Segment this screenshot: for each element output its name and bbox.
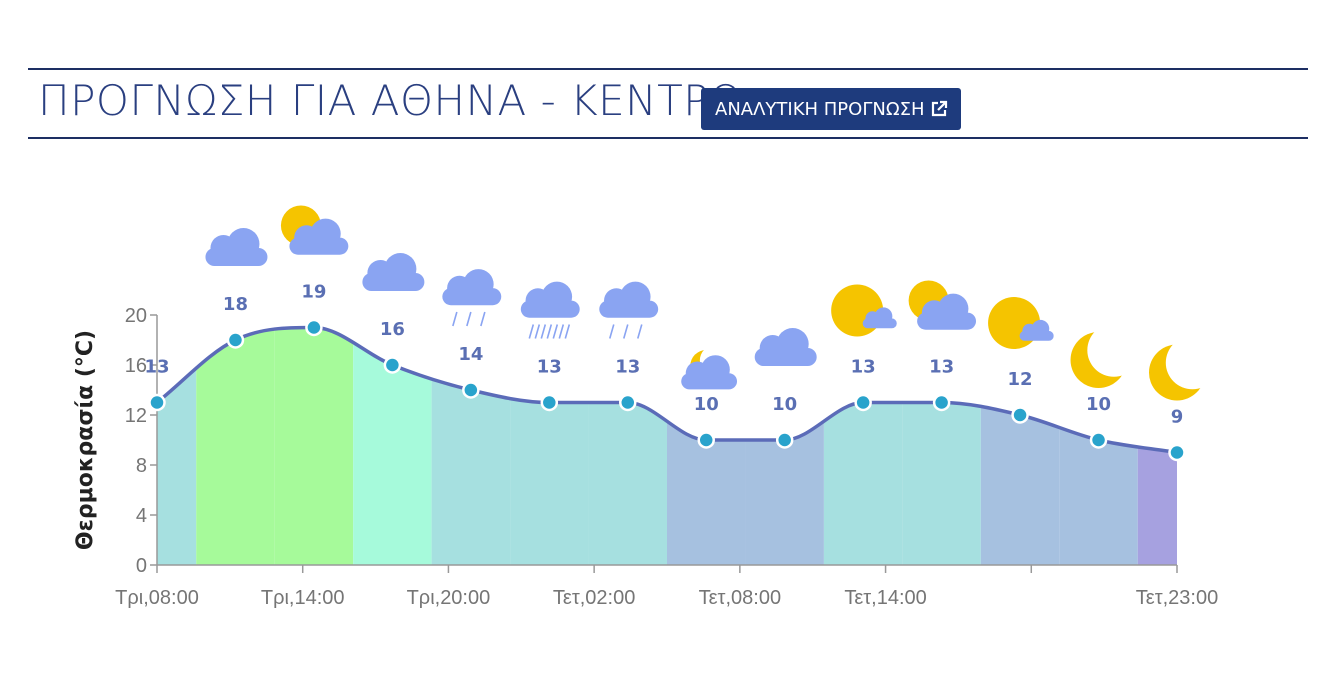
data-point[interactable] bbox=[619, 393, 637, 412]
y-tick-label: 20 bbox=[125, 305, 147, 327]
header-rule-top bbox=[28, 68, 1308, 70]
temperature-band bbox=[745, 421, 824, 565]
temperature-band bbox=[157, 368, 197, 565]
temperature-band bbox=[980, 406, 1060, 565]
y-tick-label: 4 bbox=[136, 505, 147, 527]
data-point[interactable] bbox=[540, 393, 559, 412]
value-label: 16 bbox=[380, 319, 405, 340]
data-point[interactable] bbox=[932, 393, 951, 412]
data-point[interactable] bbox=[697, 431, 715, 449]
value-label: 10 bbox=[1086, 394, 1111, 415]
data-point[interactable] bbox=[305, 318, 323, 337]
detailed-forecast-button[interactable]: ΑΝΑΛΥΤΙΚΗ ΠΡΟΓΝΩΣΗ bbox=[701, 88, 962, 130]
value-label: 10 bbox=[772, 394, 797, 415]
data-point[interactable] bbox=[1168, 443, 1186, 462]
temperature-band bbox=[823, 402, 903, 565]
cloudy-icon bbox=[205, 228, 268, 266]
y-tick-label: 0 bbox=[136, 555, 147, 577]
y-axis-label: Θερμοκρασία (°C) bbox=[73, 330, 98, 550]
data-point[interactable] bbox=[148, 393, 166, 412]
y-tick-label: 12 bbox=[125, 405, 147, 427]
value-label: 9 bbox=[1171, 407, 1184, 428]
data-point[interactable] bbox=[775, 431, 794, 449]
value-label: 10 bbox=[694, 394, 719, 415]
data-point[interactable] bbox=[383, 356, 402, 374]
data-point[interactable] bbox=[854, 393, 872, 412]
value-label: 13 bbox=[615, 357, 640, 378]
y-tick-label: 16 bbox=[125, 355, 147, 377]
value-label: 13 bbox=[929, 357, 954, 378]
temperature-band bbox=[353, 342, 432, 565]
temperature-band bbox=[274, 327, 354, 565]
external-link-icon bbox=[932, 100, 948, 117]
value-label: 13 bbox=[537, 357, 562, 378]
temperature-band bbox=[667, 421, 746, 565]
sun-small-cloud-icon bbox=[831, 284, 897, 337]
value-label: 19 bbox=[301, 282, 326, 303]
temperature-band bbox=[1137, 447, 1177, 565]
value-label: 13 bbox=[144, 357, 169, 378]
cloudy-icon bbox=[754, 328, 817, 366]
temperature-band bbox=[431, 379, 511, 565]
moon-icon bbox=[1070, 332, 1127, 388]
value-label: 13 bbox=[851, 357, 876, 378]
y-tick-label: 8 bbox=[136, 455, 147, 477]
value-label: 14 bbox=[458, 344, 483, 365]
rain-icon bbox=[442, 269, 502, 327]
sun-small-cloud-icon bbox=[988, 297, 1054, 349]
x-tick-label: Τρι,20:00 bbox=[407, 587, 491, 609]
x-tick-label: Τετ,23:00 bbox=[1136, 587, 1218, 609]
temperature-band bbox=[588, 402, 667, 565]
detailed-forecast-label: ΑΝΑΛΥΤΙΚΗ ΠΡΟΓΝΩΣΗ bbox=[715, 98, 925, 120]
temperature-band bbox=[1059, 427, 1138, 565]
cloudy-icon bbox=[362, 253, 425, 291]
page-title: ΠΡΟΓΝΩΣΗ ΓΙΑ ΑΘΗΝΑ - ΚΕΝΤΡΟ bbox=[38, 76, 743, 125]
data-point[interactable] bbox=[226, 331, 245, 349]
data-point[interactable] bbox=[1011, 406, 1029, 424]
value-label: 12 bbox=[1008, 369, 1033, 390]
temperature-band bbox=[510, 398, 589, 565]
temperature-band bbox=[196, 329, 275, 565]
x-tick-label: Τρι,08:00 bbox=[115, 587, 199, 609]
data-point[interactable] bbox=[1089, 431, 1108, 449]
sun-cloud-icon bbox=[280, 205, 349, 255]
moon-icon bbox=[1149, 344, 1205, 401]
temperature-band bbox=[902, 402, 981, 565]
value-label: 18 bbox=[223, 294, 248, 315]
data-point[interactable] bbox=[462, 381, 480, 399]
x-tick-label: Τετ,02:00 bbox=[553, 587, 635, 609]
x-tick-label: Τρι,14:00 bbox=[261, 587, 345, 609]
sun-cloud-icon bbox=[908, 280, 977, 330]
rain-icon bbox=[599, 281, 659, 339]
moon-cloud-icon bbox=[681, 350, 738, 390]
x-tick-label: Τετ,08:00 bbox=[699, 587, 781, 609]
header-rule-bottom bbox=[28, 137, 1308, 139]
x-tick-label: Τετ,14:00 bbox=[844, 587, 926, 609]
heavy-rain-icon bbox=[520, 281, 580, 339]
